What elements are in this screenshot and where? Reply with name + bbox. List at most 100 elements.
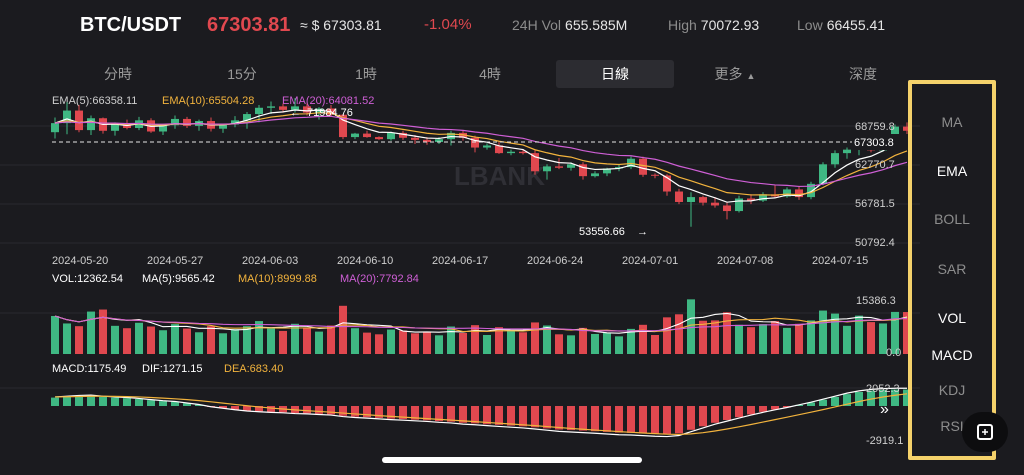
macd-bar [639,406,647,434]
volume-bar [675,314,683,354]
tab-1h[interactable]: 1時 [355,66,377,82]
volume-bar [843,325,851,354]
current-price-tag: 67303.8 [854,137,894,149]
price-axis-label: 68759.8 [855,121,895,133]
candle-body [483,145,491,148]
macd-bar [771,406,779,410]
candle-body [687,197,695,202]
volume-ma20-line [54,315,908,332]
macd-bar [447,406,455,422]
volume-ma-lines [54,312,908,334]
volume-bar [147,326,155,354]
candle-body [675,191,683,202]
candle-body [351,133,359,138]
candle-body [279,106,287,110]
macd-bar [51,397,59,406]
macd-bar [675,406,683,434]
candle-body [387,132,395,140]
vol-ma10-legend: MA(10):8999.88 [238,273,317,285]
macd-bar [735,406,743,418]
macd-bar [63,396,71,406]
volume-bar [531,322,539,354]
vol-legend: VOL:12362.54 [52,273,123,285]
macd-bar [795,404,803,406]
volume-bar [447,326,455,354]
caret-up-icon: ▲ [746,71,756,81]
candle-body [747,198,755,201]
vol-axis-label: 15386.3 [856,295,896,307]
macd-bar [135,399,143,406]
ema10-legend: EMA(10):65504.28 [162,95,254,107]
volume-bar [879,323,887,354]
volume-bar [63,323,71,354]
date-label: 2024-06-17 [432,255,488,267]
tab-timeline[interactable]: 分時 [104,66,132,82]
macd-bar [567,406,575,431]
volume-label: 24H Vol [512,17,562,33]
macd-bar [543,406,551,429]
last-price: 67303.81 [207,14,291,36]
macd-bar [819,399,827,406]
ema-lines [54,109,908,203]
tab-daily[interactable]: 日線 [556,60,674,88]
macd-bar [783,406,791,408]
volume-bar [399,330,407,354]
macd-bar [759,406,767,412]
date-label: 2024-06-24 [527,255,583,267]
volume-bars [51,299,911,354]
symbol-label[interactable]: BTC/USDT [80,14,182,36]
volume-bar [711,320,719,354]
fullscreen-button[interactable] [962,412,1008,452]
indicator-macd[interactable]: MACD [931,347,973,363]
macd-bar [339,406,347,416]
low-arrow: → [637,226,648,238]
volume-bar [519,332,527,354]
dif-line [54,387,907,438]
candle-body [891,126,899,140]
tab-depth[interactable]: 深度 [849,66,877,82]
candle-body [735,198,743,212]
macd-bar [891,389,899,406]
candle-body [711,202,719,206]
macd-bar [555,406,563,430]
indicator-ma[interactable]: MA [941,114,963,130]
macd-bar [315,406,323,414]
home-indicator[interactable] [382,457,642,463]
macd-bar [351,406,359,417]
tab-more[interactable]: 更多 ▲ [680,60,790,88]
volume-bar [159,330,167,354]
candle-body [267,106,275,108]
candle-body [807,183,815,198]
dif-legend: DIF:1271.15 [142,363,203,375]
candle-body [51,123,59,133]
macd-bar [435,406,443,422]
candle-body [363,133,371,138]
scroll-to-latest-icon[interactable]: » [880,401,889,418]
indicator-vol[interactable]: VOL [937,310,966,326]
candle-body [531,153,539,172]
macd-bar [723,406,731,420]
tab-15m[interactable]: 15分 [227,66,257,82]
volume-bar [219,333,227,354]
candle-body [639,158,647,175]
candlestick-chart[interactable]: EMA(5):66358.11 EMA(10):65504.28 EMA(20)… [0,88,920,460]
macd-bar [75,396,83,406]
indicator-kdj[interactable]: KDJ [938,382,966,398]
volume-bar [567,335,575,354]
macd-bar [183,403,191,406]
macd-bar [687,406,695,430]
indicator-rsi[interactable]: RSI [940,418,964,434]
candle-body [87,118,95,131]
indicator-sar[interactable]: SAR [937,261,967,277]
candle-body [303,106,311,113]
candle-body [243,114,251,121]
indicator-ema[interactable]: EMA [936,163,968,179]
volume-bar [507,330,515,354]
tab-4h[interactable]: 4時 [479,66,501,82]
macd-bar [591,406,599,432]
tab-more-label: 更多 [714,66,743,82]
candle-body [651,174,659,176]
indicator-boll[interactable]: BOLL [934,211,970,227]
macd-bar [231,406,239,410]
volume-bar [123,328,131,354]
